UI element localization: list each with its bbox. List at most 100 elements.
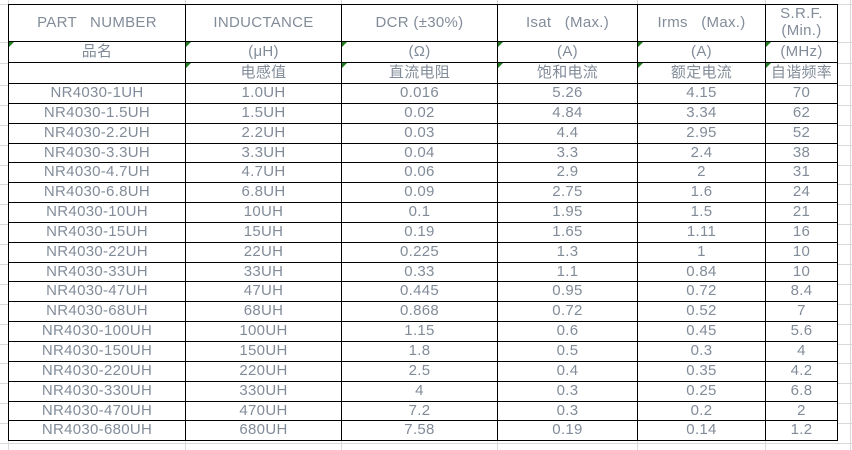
inductance-cell: 100UH [185,321,342,342]
dcr-cell: 0.225 [341,241,498,263]
irms_max-cell-label: 2.95 [686,123,717,141]
part_number-cell: NR4030-470UH [8,400,186,422]
isat_max-cell: 0.3 [497,380,638,402]
dcr-cell-label: 0.03 [404,123,435,141]
isat_max-cell: 1.3 [497,241,638,263]
dcr-cell-label: 0.445 [399,282,440,300]
srf_min-cell-label: 16 [792,222,811,240]
irms_max-cell: 0.3 [637,340,766,362]
part_number-cell-label: NR4030-10UH [46,203,148,221]
isat_max-cell-label: 1.3 [556,242,579,260]
srf_min-cell-label: 62 [792,103,811,121]
irms_max-header-cell-label: (A) [691,42,712,60]
sheet-gridline [850,0,851,450]
srf_min-header-cell: 自谐频率 [765,62,838,84]
isat_max-cell: 0.95 [497,281,638,303]
error-marker-icon [638,63,643,68]
part_number-cell: NR4030-10UH [8,202,186,223]
table-row: NR4030-680UH 680UH 7.58 0.19 0.14 1.2 [8,420,838,442]
table-row: NR4030-1UH 1.0UH 0.016 5.26 4.15 70 [8,83,838,104]
irms_max-cell: 0.52 [637,301,766,323]
table-row: NR4030-2.2UH 2.2UH 0.03 4.4 2.95 52 [8,122,838,144]
inductance-cell-label: 2.2UH [241,123,286,141]
inductance-cell: 33UH [185,261,342,283]
srf_min-cell: 5.6 [765,321,838,342]
isat_max-cell-label: 2.9 [556,163,579,181]
dcr-cell: 0.04 [341,142,498,164]
inductance-cell-label: 4.7UH [241,163,286,181]
dcr-cell-label: 0.016 [399,84,440,102]
inductance-cell: 220UH [185,360,342,382]
srf_min-cell: 24 [765,182,838,204]
dcr-header-cell: 直流电阻 [341,62,498,84]
sheet-gridline [0,443,852,444]
inductance-header-cell: (μH) [185,41,342,63]
irms_max-cell-label: 2.4 [690,143,713,161]
srf_min-cell: 2 [765,400,838,422]
dcr-cell: 7.58 [341,420,498,442]
inductance-cell-label: 10UH [243,203,284,221]
isat_max-cell-label: 0.72 [552,302,583,320]
table-row: NR4030-47UH 47UH 0.445 0.95 0.72 8.4 [8,281,838,303]
isat_max-header-cell-label: Isat (Max.) [525,13,610,31]
table-row: NR4030-3.3UH 3.3UH 0.04 3.3 2.4 38 [8,142,838,164]
part_number-cell-label: NR4030-470UH [41,401,153,419]
dcr-header-cell: (Ω) [341,41,498,63]
error-marker-icon [638,42,643,47]
part_number-cell-label: NR4030-6.8UH [43,183,151,201]
dcr-cell: 1.8 [341,340,498,362]
irms_max-cell: 0.2 [637,400,766,422]
irms_max-header-cell-label: Irms (Max.) [657,13,746,31]
srf_min-cell-label: 10 [792,242,811,260]
irms_max-cell-label: 0.84 [686,262,717,280]
inductance-header-cell-label: INDUCTANCE [213,13,314,31]
part_number-cell-label: NR4030-15UH [46,222,148,240]
irms_max-cell: 2.4 [637,142,766,164]
dcr-header-cell: DCR (±30%) [341,4,498,42]
isat_max-cell: 5.26 [497,83,638,104]
dcr-header-cell-label: 直流电阻 [388,63,451,81]
isat_max-header-cell: 饱和电流 [497,62,638,84]
inductance-cell: 15UH [185,221,342,243]
isat_max-cell-label: 4.4 [556,123,579,141]
isat_max-cell: 1.95 [497,202,638,223]
irms_max-cell-label: 0.35 [686,361,717,379]
inductance-header-cell-label: 电感值 [240,63,287,81]
srf_min-cell: 1.2 [765,420,838,442]
isat_max-cell: 0.19 [497,420,638,442]
dcr-cell-label: 0.02 [404,103,435,121]
srf_min-cell: 70 [765,83,838,104]
isat_max-cell: 2.75 [497,182,638,204]
inductance-cell-label: 68UH [243,302,284,320]
dcr-cell-label: 1.8 [408,341,431,359]
dcr-cell-label: 0.06 [404,163,435,181]
srf_min-cell: 16 [765,221,838,243]
part_number-header-cell-label: PART NUMBER [37,13,157,31]
inductance-cell-label: 33UH [243,262,284,280]
irms_max-cell: 2 [637,162,766,184]
dcr-cell-label: 7.2 [408,401,431,419]
srf_min-cell: 4 [765,340,838,362]
part_number-cell: NR4030-3.3UH [8,142,186,164]
table-row: NR4030-100UH 100UH 1.15 0.6 0.45 5.6 [8,321,838,342]
part_number-cell: NR4030-22UH [8,241,186,263]
srf_min-header-cell-label: (MHz) [780,42,823,60]
inductance-cell: 470UH [185,400,342,422]
dcr-cell: 2.5 [341,360,498,382]
srf_min-cell: 10 [765,261,838,283]
dcr-cell: 0.06 [341,162,498,184]
isat_max-cell-label: 1.95 [552,203,583,221]
irms_max-cell-label: 0.3 [690,341,713,359]
part_number-cell-label: NR4030-150UH [41,341,153,359]
inductance-cell-label: 6.8UH [241,183,286,201]
inductance-cell-label: 22UH [243,242,284,260]
dcr-cell: 0.33 [341,261,498,283]
irms_max-cell: 0.72 [637,281,766,303]
srf_min-cell-label: 24 [792,183,811,201]
srf_min-cell-label: 2 [797,401,806,419]
srf_min-cell: 52 [765,122,838,144]
srf_min-cell-label: 70 [792,84,811,102]
dcr-cell-label: 0.33 [404,262,435,280]
srf_min-header-cell: S.R.F. (Min.) [765,4,838,42]
